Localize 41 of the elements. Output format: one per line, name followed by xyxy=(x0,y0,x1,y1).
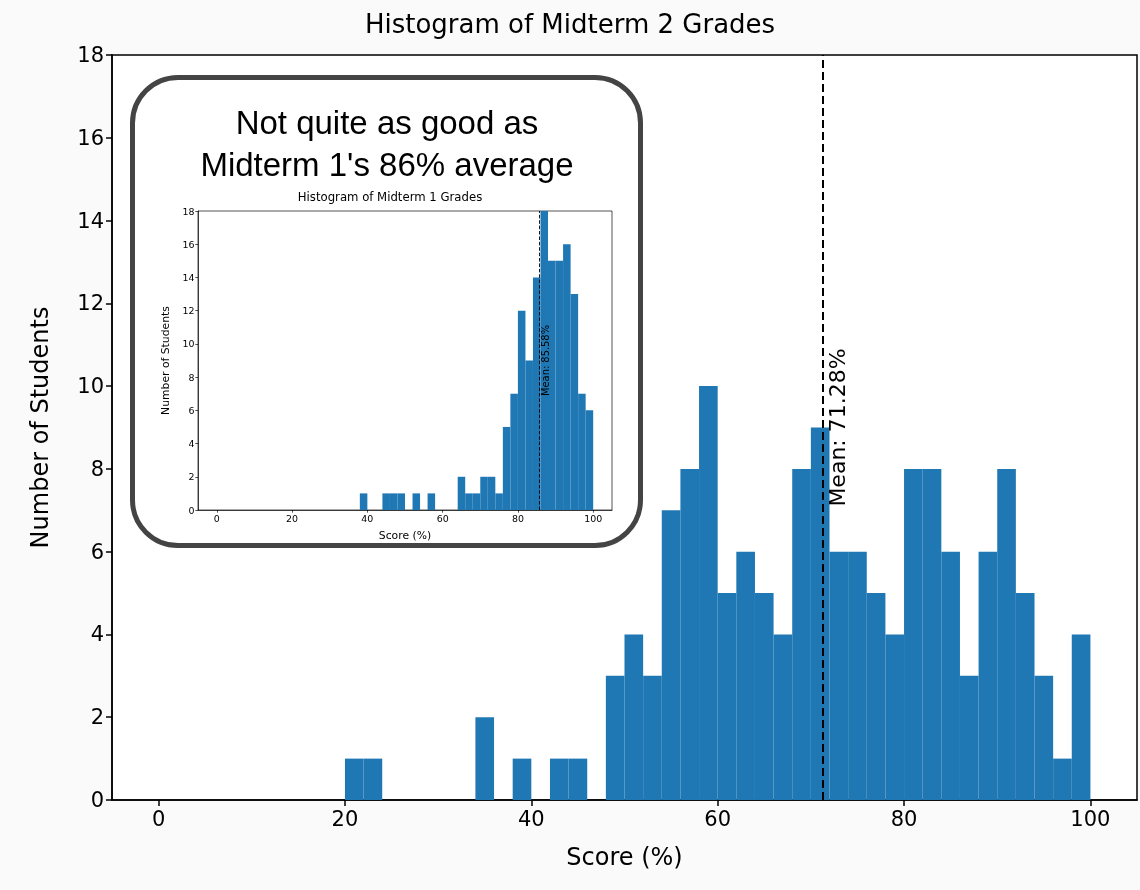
x-tick-label: 40 xyxy=(517,806,545,831)
y-tick-label: 2 xyxy=(188,471,195,483)
chart-title: Histogram of Midterm 2 Grades xyxy=(364,9,776,39)
y-tick-label: 4 xyxy=(90,622,104,647)
chart-title: Histogram of Midterm 1 Grades xyxy=(297,190,483,204)
x-tick-label: 100 xyxy=(1070,806,1111,831)
y-tick-label: 16 xyxy=(77,125,104,150)
y-tick-label: 6 xyxy=(188,404,195,416)
y-tick-label: 16 xyxy=(182,238,195,250)
y-tick-label: 18 xyxy=(182,205,195,217)
y-tick-label: 14 xyxy=(77,208,104,233)
y-tick-label: 8 xyxy=(90,456,104,481)
x-tick-label: 20 xyxy=(331,806,359,831)
x-tick-label: 80 xyxy=(511,512,524,524)
x-tick-label: 100 xyxy=(584,512,603,524)
y-tick-label: 10 xyxy=(77,374,104,399)
y-axis-title: Number of Students xyxy=(26,306,54,549)
annotation: Not quite as good as Midterm 1's 86% average xyxy=(199,103,575,185)
y-tick-label: 4 xyxy=(188,438,195,450)
ref-line-label: Mean: 71.28% xyxy=(825,348,851,507)
x-tick-label: 20 xyxy=(286,512,299,524)
x-tick-label: 80 xyxy=(890,806,918,831)
y-tick-label: 12 xyxy=(77,291,104,316)
y-tick-label: 0 xyxy=(188,504,195,516)
y-tick-label: 12 xyxy=(182,305,195,317)
y-tick-label: 14 xyxy=(182,271,195,283)
y-tick-label: 18 xyxy=(77,43,104,67)
y-tick-label: 8 xyxy=(188,371,195,383)
y-tick-label: 0 xyxy=(90,788,104,812)
x-axis-title: Score (%) xyxy=(378,529,432,543)
x-tick-label: 0 xyxy=(151,806,166,831)
ref-line-label: Mean: 85.58% xyxy=(540,324,552,397)
y-axis-title: Number of Students xyxy=(159,305,172,415)
x-tick-label: 60 xyxy=(704,806,732,831)
y-tick-label: 2 xyxy=(90,705,104,730)
x-tick-label: 60 xyxy=(436,512,449,524)
x-axis-title: Score (%) xyxy=(566,843,683,871)
y-tick-label: 10 xyxy=(182,338,195,350)
x-tick-label: 0 xyxy=(213,512,220,524)
x-tick-label: 40 xyxy=(361,512,374,524)
y-tick-label: 6 xyxy=(90,539,104,564)
